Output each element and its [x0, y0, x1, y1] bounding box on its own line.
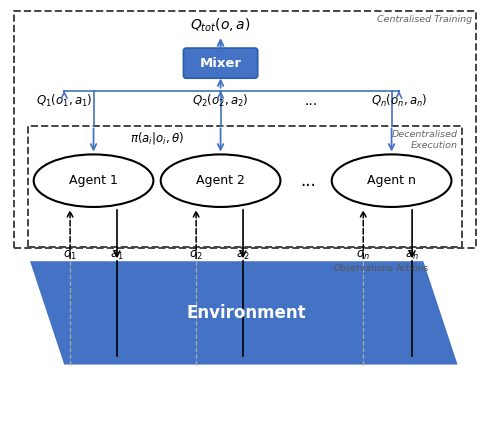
Text: $o_1$: $o_1$ — [63, 249, 77, 262]
Text: $Q_2(o_2, a_2)$: $Q_2(o_2, a_2)$ — [192, 92, 249, 108]
Text: ...: ... — [304, 94, 318, 108]
Polygon shape — [30, 261, 458, 365]
Ellipse shape — [161, 154, 280, 207]
Text: Agent n: Agent n — [367, 174, 416, 187]
Text: Decentralised
Execution: Decentralised Execution — [392, 130, 458, 150]
Text: $Q_1(o_1, a_1)$: $Q_1(o_1, a_1)$ — [36, 92, 93, 108]
Ellipse shape — [332, 154, 451, 207]
Text: $a_n$: $a_n$ — [405, 249, 419, 262]
Ellipse shape — [34, 154, 153, 207]
Text: Mixer: Mixer — [199, 57, 242, 70]
Text: Centralised Training: Centralised Training — [377, 15, 472, 24]
Text: $o_n$: $o_n$ — [356, 249, 370, 262]
Text: $Q_n(o_n, a_n)$: $Q_n(o_n, a_n)$ — [370, 92, 427, 108]
Text: $Q_{tot}(o, a)$: $Q_{tot}(o, a)$ — [190, 17, 251, 35]
Text: $o_2$: $o_2$ — [189, 249, 203, 262]
Text: Environment: Environment — [186, 304, 306, 322]
Text: Observations: Observations — [333, 264, 393, 273]
Text: ...: ... — [301, 172, 317, 190]
Text: Agent 2: Agent 2 — [196, 174, 245, 187]
Text: $\pi(a_i|o_i, \theta)$: $\pi(a_i|o_i, \theta)$ — [130, 130, 184, 146]
FancyBboxPatch shape — [183, 48, 258, 78]
Text: Agent 1: Agent 1 — [69, 174, 118, 187]
Text: $a_2$: $a_2$ — [236, 249, 250, 262]
Text: $a_1$: $a_1$ — [110, 249, 124, 262]
Text: Actions: Actions — [395, 264, 429, 273]
